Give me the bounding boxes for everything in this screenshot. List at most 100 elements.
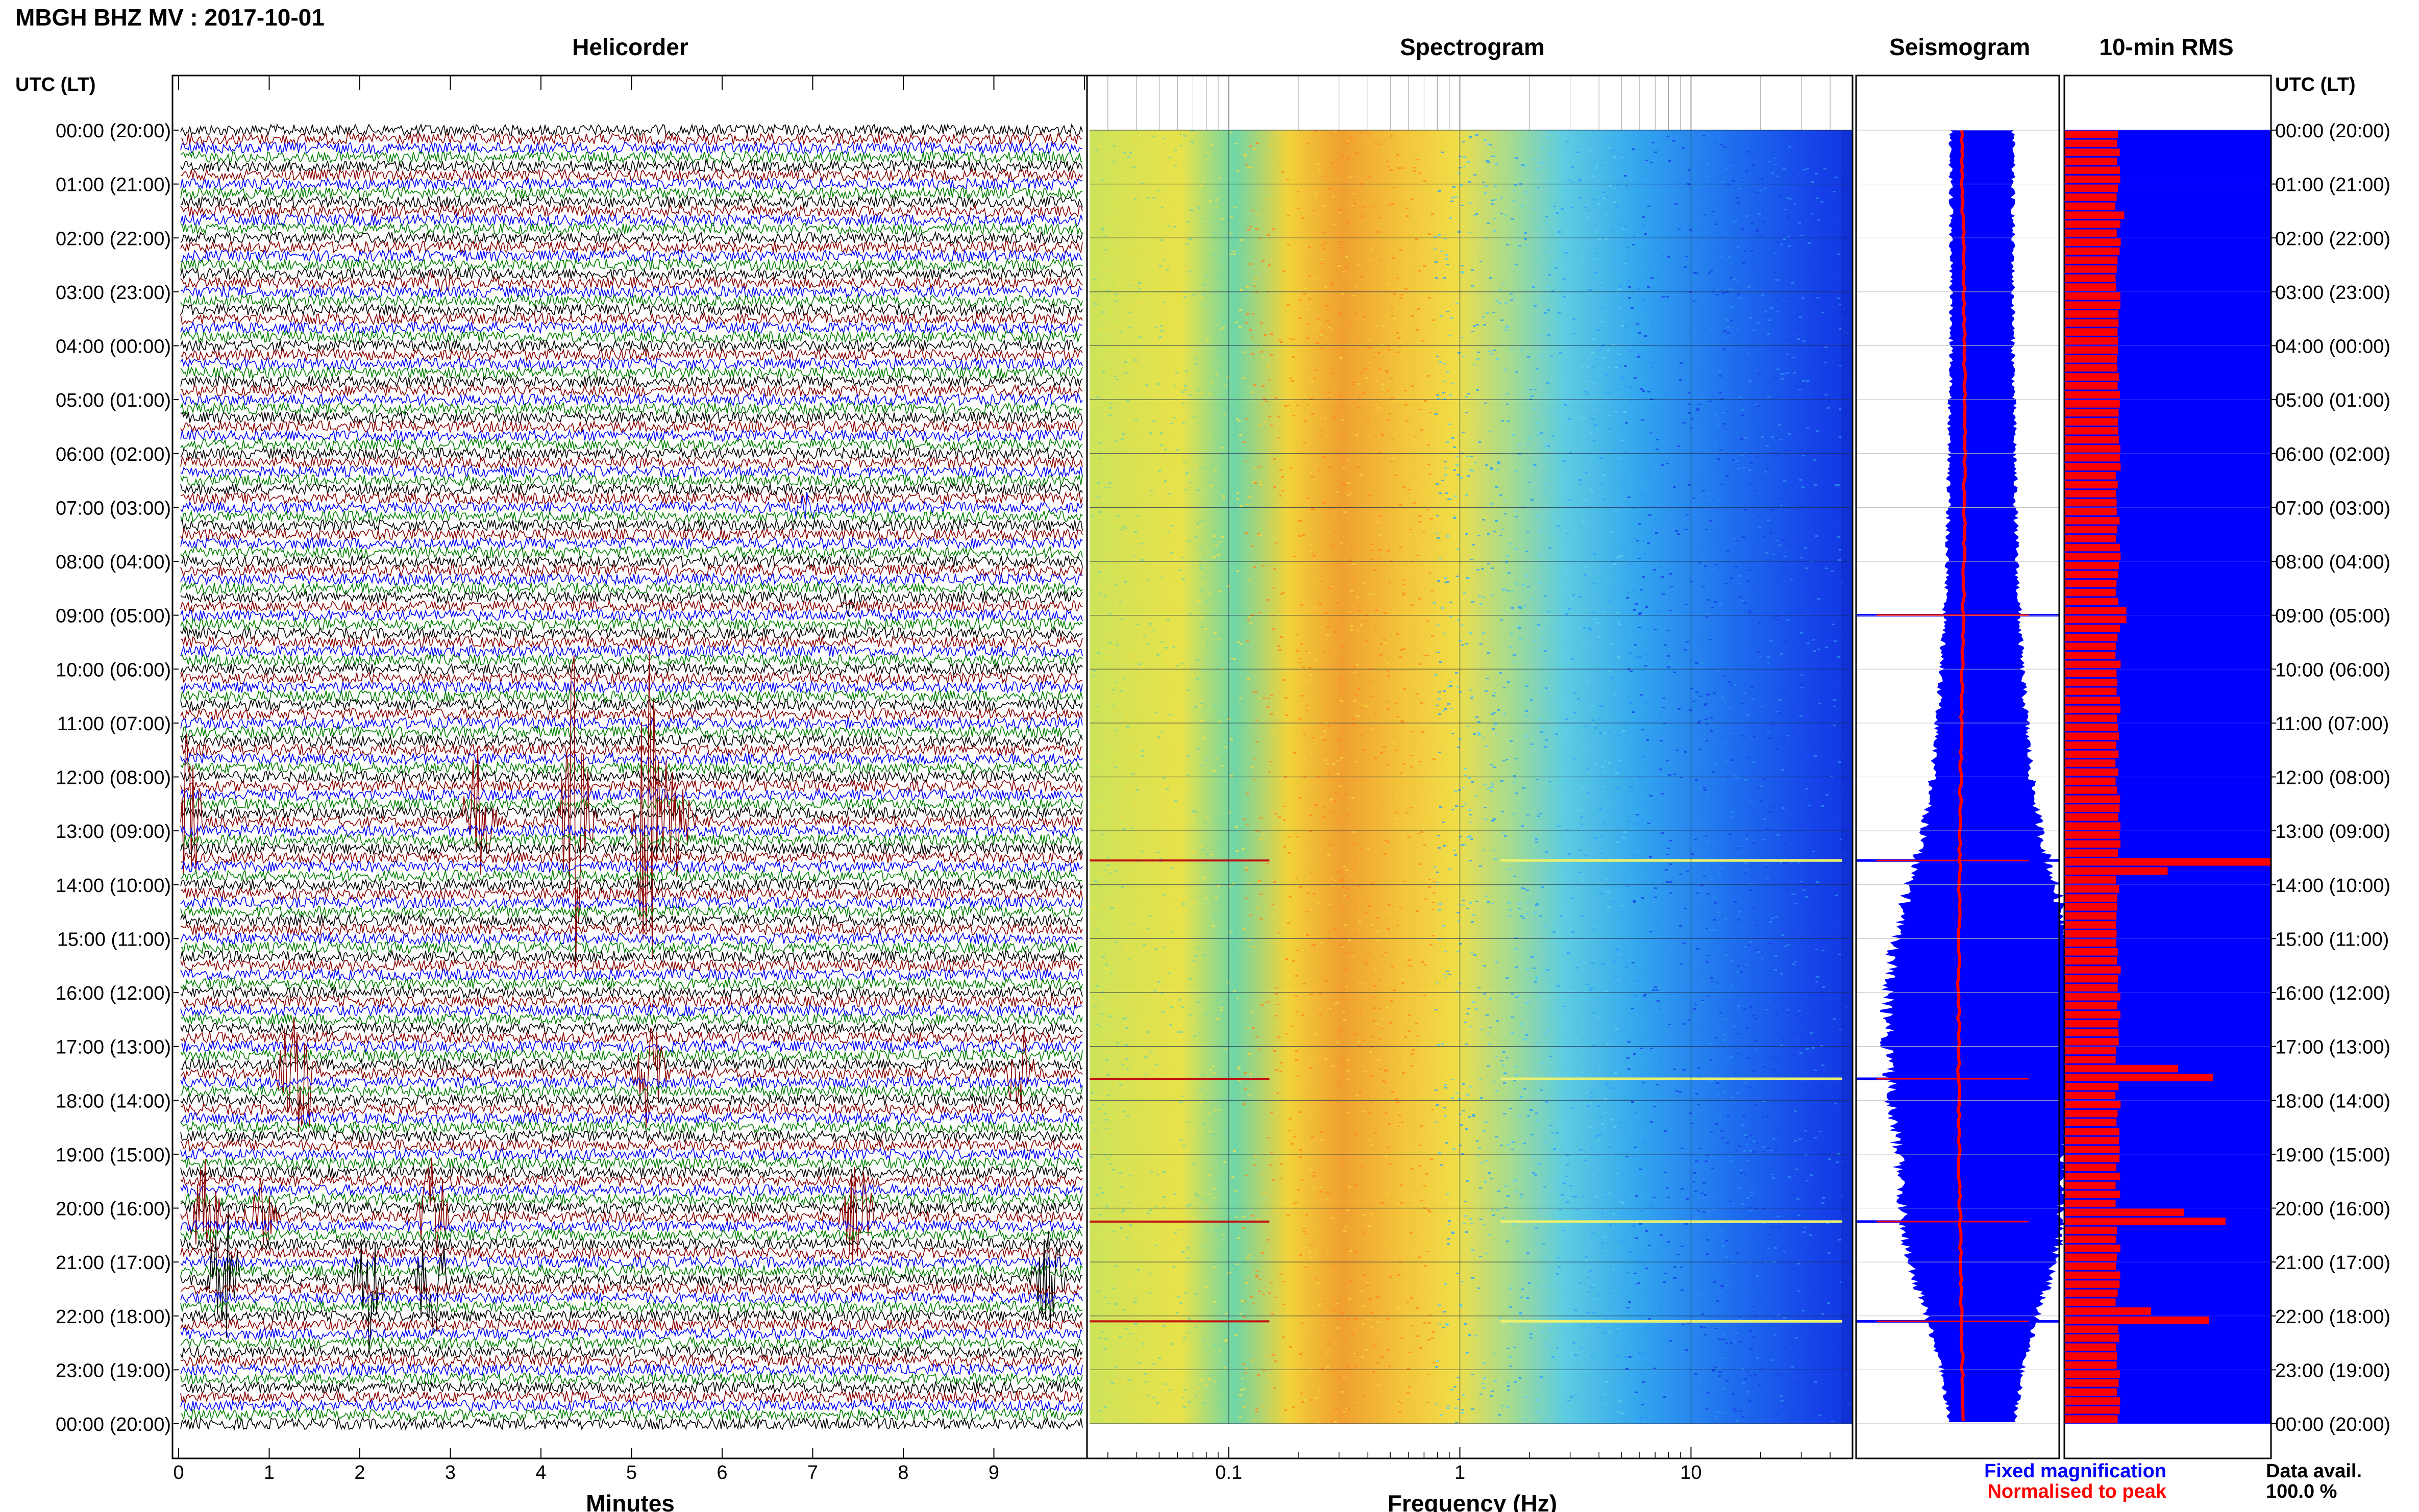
rms-bar (2064, 328, 2118, 336)
helicorder-trace (180, 1102, 1083, 1117)
rms-bar (2064, 1289, 2118, 1297)
rms-bar (2064, 1379, 2119, 1387)
helicorder-trace (180, 1309, 1083, 1323)
rms-bar (2064, 777, 2116, 785)
helicorder-trace (180, 833, 1083, 847)
helicorder-trace (180, 985, 1083, 1000)
helicorder-trace (180, 401, 1083, 416)
helicorder-trace (180, 1354, 1083, 1368)
rms-bar (2064, 562, 2119, 569)
helicorder-trace (180, 651, 1083, 976)
rms-bar (2064, 310, 2118, 318)
rms-bar (2064, 301, 2120, 309)
time-label-right: 15:00 (11:00) (2275, 929, 2389, 950)
helicorder-trace (180, 599, 1083, 613)
helicorder-trace (180, 1012, 1083, 1027)
rms-bar (2064, 508, 2117, 515)
rms-bar (2064, 355, 2117, 363)
time-label-left: 00:00 (20:00) (56, 1414, 171, 1435)
time-label-right: 17:00 (13:00) (2275, 1037, 2390, 1058)
rms-bar (2064, 795, 2120, 803)
helicorder-trace (180, 1174, 1083, 1188)
rms-bar (2064, 436, 2119, 444)
time-label-right: 16:00 (12:00) (2275, 983, 2390, 1004)
helicorder-trace (180, 779, 1083, 794)
helicorder-trace (180, 357, 1083, 371)
rms-bar (2064, 211, 2125, 219)
rms-bar (2064, 373, 2119, 381)
rms-panel-title: 10-min RMS (2099, 34, 2233, 60)
time-label-left: 03:00 (23:00) (56, 282, 171, 304)
rms-bar (2064, 678, 2117, 686)
rms-bar (2064, 1361, 2117, 1369)
rms-bar (2064, 1074, 2213, 1081)
helicorder-trace (180, 1075, 1083, 1089)
time-label-left: 09:00 (05:00) (56, 606, 171, 627)
rms-bar (2064, 939, 2116, 947)
helicorder-trace (180, 392, 1083, 407)
helicorder-trace (180, 977, 1083, 991)
helicorder-trace (180, 473, 1083, 488)
helicorder-trace (180, 572, 1083, 587)
rms-bar (2064, 247, 2120, 255)
rms-bar (2064, 499, 2117, 507)
helicorder-trace (180, 1417, 1083, 1431)
x-axes: 0 1 2 3 4 5 6 7 8 9 0.1 1 10 (173, 1447, 1853, 1483)
helicorder-trace (180, 787, 1083, 802)
helicorder-trace (180, 1246, 1083, 1260)
rms-bar (2064, 759, 2116, 767)
helicorder-trace (180, 536, 1083, 550)
helicorder-trace (180, 1237, 1083, 1251)
helicorder-trace (180, 923, 1083, 936)
time-label-right: 13:00 (09:00) (2275, 821, 2390, 842)
rms-bar (2064, 220, 2120, 228)
rms-bar (2064, 697, 2120, 704)
helicorder-trace (180, 958, 1083, 973)
rms-bar (2064, 391, 2120, 399)
time-label-right: 20:00 (16:00) (2275, 1199, 2390, 1220)
helicorder-trace (180, 806, 1083, 820)
helicorder-trace (180, 195, 1083, 209)
helicorder-x-tick: 6 (717, 1462, 727, 1483)
panel-frames (171, 75, 2272, 1459)
spectrogram-panel (1090, 76, 1853, 1424)
rms-bar (2064, 1128, 2119, 1135)
rms-bar (2064, 346, 2118, 354)
rms-bar (2064, 229, 2117, 237)
rms-bar (2064, 1119, 2117, 1127)
helicorder-trace (180, 168, 1083, 182)
rms-bar (2064, 849, 2118, 857)
helicorder-trace (180, 653, 1083, 667)
time-label-left: 08:00 (04:00) (56, 552, 171, 573)
helicorder-trace (180, 419, 1083, 434)
helicorder-panel (180, 123, 1083, 1431)
helicorder-trace (180, 581, 1083, 596)
rms-bar (2064, 364, 2117, 372)
time-label-right: 12:00 (08:00) (2275, 767, 2390, 789)
rms-bar (2064, 633, 2118, 641)
helicorder-trace (180, 1084, 1083, 1099)
rms-bar (2064, 1226, 2117, 1234)
rms-bar (2064, 202, 2116, 210)
rms-bar (2064, 625, 2120, 632)
helicorder-trace (180, 1219, 1083, 1233)
helicorder-trace (180, 231, 1083, 245)
helicorder-trace (180, 320, 1083, 335)
rms-bar (2064, 1262, 2116, 1270)
rms-bar (2064, 472, 2116, 480)
time-label-right: 01:00 (21:00) (2275, 175, 2390, 196)
helicorder-trace (180, 995, 1083, 1009)
rms-bar (2064, 148, 2120, 156)
rms-bar (2064, 723, 2118, 731)
helicorder-trace (180, 1093, 1083, 1107)
rms-bar (2064, 786, 2117, 794)
helicorder-trace (180, 860, 1083, 874)
rms-bar (2064, 1020, 2118, 1028)
helicorder-trace (180, 725, 1083, 739)
rms-bar (2064, 1092, 2116, 1100)
helicorder-x-axis-label: Minutes (586, 1490, 675, 1512)
helicorder-x-tick: 4 (535, 1462, 546, 1483)
rms-bar (2064, 1163, 2116, 1172)
rms-bar (2064, 1298, 2116, 1306)
rms-bar (2064, 553, 2121, 560)
